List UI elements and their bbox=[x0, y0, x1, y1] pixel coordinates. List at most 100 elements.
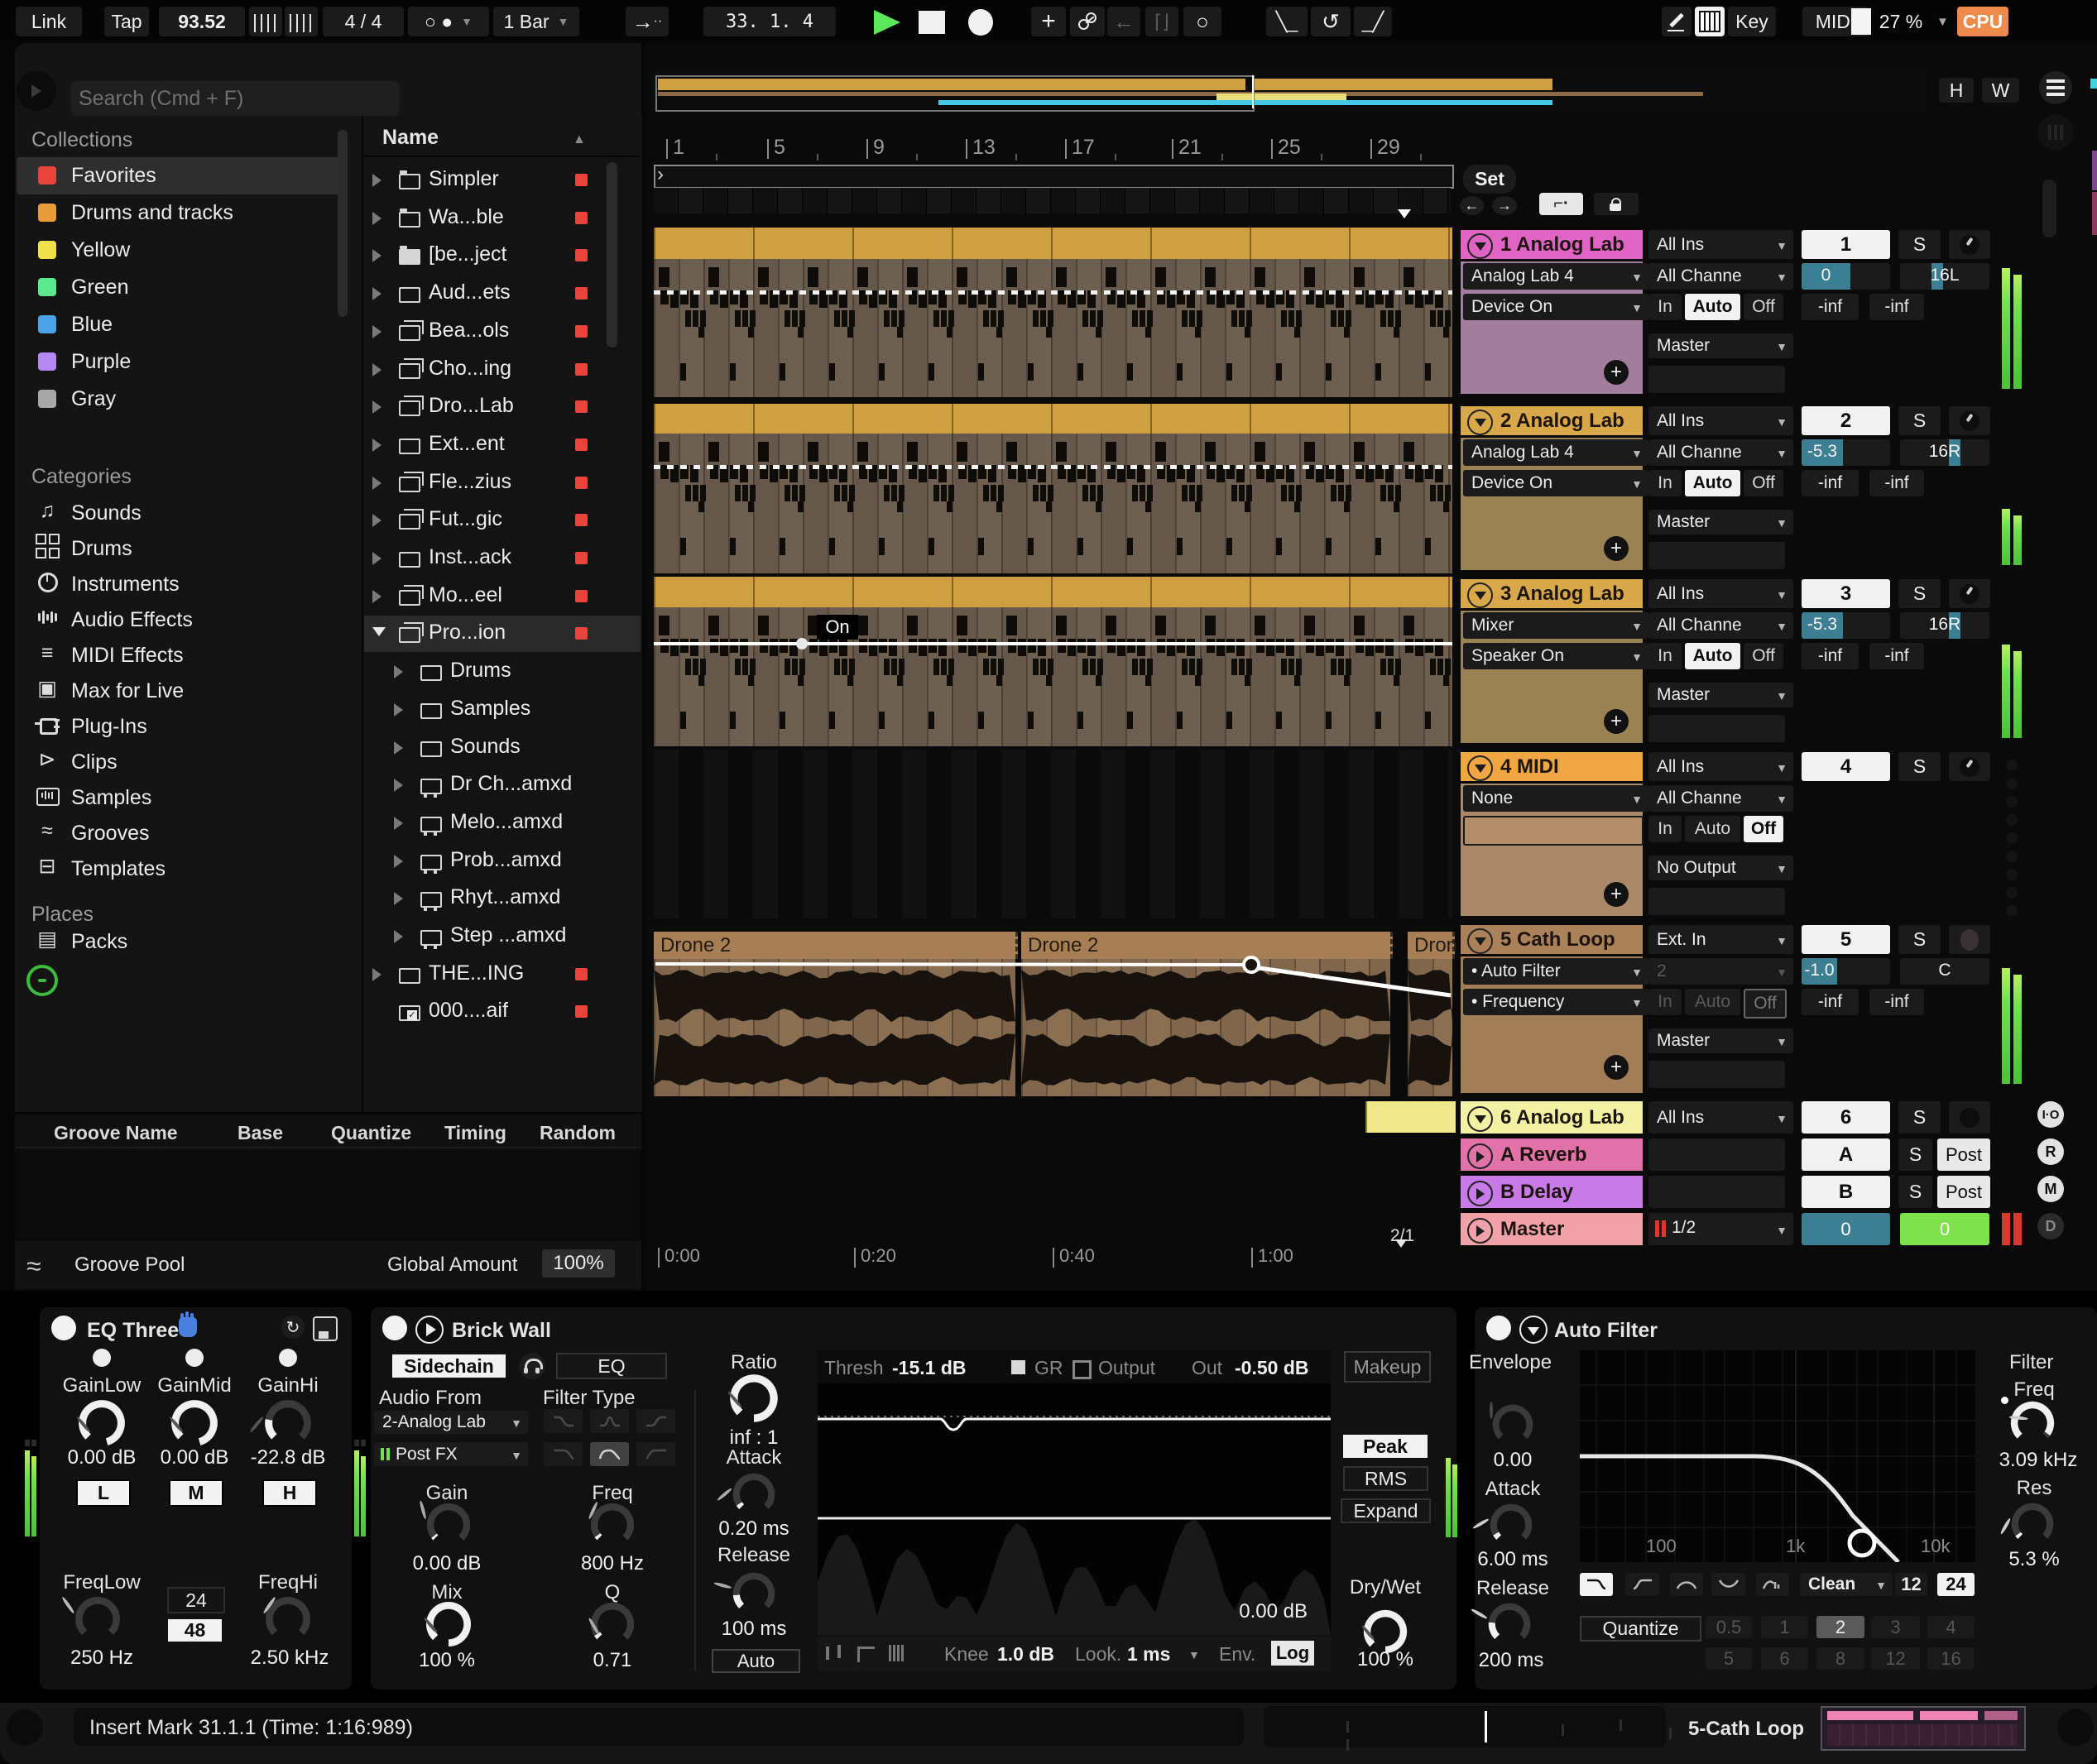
dry-wet-knob[interactable] bbox=[1360, 1607, 1410, 1656]
res-knob[interactable] bbox=[1999, 1500, 2056, 1548]
add-device-button[interactable]: + bbox=[1604, 360, 1629, 385]
brick-wall-activator[interactable] bbox=[382, 1316, 407, 1340]
track-activator[interactable]: 4 bbox=[1802, 752, 1890, 781]
thresh-value[interactable]: -15.1 dB bbox=[892, 1357, 967, 1378]
freq-hi-knob[interactable] bbox=[262, 1594, 314, 1645]
monitor-in-button[interactable]: In bbox=[1648, 643, 1682, 669]
tree-item--be-ject[interactable]: [be...ject bbox=[364, 237, 641, 274]
filter-type-3-icon[interactable] bbox=[544, 1442, 583, 1466]
volume-field[interactable]: -5.3 bbox=[1802, 439, 1890, 466]
meter-peak-right[interactable]: -inf bbox=[1869, 643, 1924, 669]
activity-view-icon[interactable] bbox=[826, 1647, 829, 1660]
fade-in-button[interactable]: _╱ bbox=[1354, 7, 1392, 36]
volume-field[interactable]: 0 bbox=[1802, 263, 1890, 290]
nudge-up-button[interactable]: |||| bbox=[285, 7, 318, 36]
cpu-overload-indicator[interactable]: CPU bbox=[1957, 7, 2008, 36]
env-log-toggle[interactable]: Log bbox=[1271, 1641, 1314, 1666]
arm-button[interactable] bbox=[1949, 579, 1990, 608]
track-fold-button[interactable] bbox=[1467, 410, 1493, 435]
track-activator[interactable]: 1 bbox=[1802, 230, 1890, 259]
tree-item-dr-ch-amxd[interactable]: Dr Ch...amxd bbox=[364, 767, 641, 803]
gain-knob-l[interactable] bbox=[75, 1397, 128, 1450]
volume-field[interactable]: -1.0 bbox=[1802, 958, 1890, 985]
monitor-auto-button[interactable]: Auto bbox=[1685, 470, 1740, 496]
attack-value[interactable]: 6.00 ms bbox=[1477, 1548, 1548, 1570]
rms-mode-button[interactable]: RMS bbox=[1343, 1466, 1428, 1491]
meter-peak-left[interactable]: -inf bbox=[1802, 643, 1859, 669]
headphones-icon[interactable] bbox=[519, 1353, 545, 1379]
input-routing-menu[interactable]: Ext. In ▼ bbox=[1648, 925, 1793, 954]
collection-item-blue[interactable]: Blue bbox=[17, 306, 341, 343]
device-slot-2[interactable] bbox=[1463, 816, 1644, 846]
solo-button[interactable]: S bbox=[1898, 406, 1941, 435]
peak-mode-button[interactable]: Peak bbox=[1343, 1435, 1428, 1458]
monitor-off-button[interactable]: Off bbox=[1744, 643, 1783, 669]
monitor-off-button[interactable]: Off bbox=[1744, 470, 1783, 496]
audio-clip-body[interactable] bbox=[654, 959, 1015, 1096]
cue-volume-field[interactable]: 0 bbox=[1900, 1213, 1989, 1245]
tree-expand-arrow[interactable] bbox=[394, 854, 403, 868]
output-routing-menu[interactable]: Master ▼ bbox=[1648, 510, 1793, 534]
key-map-button[interactable]: Key bbox=[1728, 7, 1776, 36]
draw-selection-button[interactable]: ⌈⌋ bbox=[1145, 7, 1178, 36]
quantize-beat-8[interactable]: 8 bbox=[1816, 1647, 1864, 1670]
midi-clip-body[interactable] bbox=[654, 259, 1452, 397]
mix-knob[interactable] bbox=[423, 1599, 474, 1650]
status-mini-map[interactable] bbox=[1264, 1706, 1666, 1747]
ratio-knob[interactable] bbox=[727, 1371, 781, 1426]
band-gain-value[interactable]: -22.8 dB bbox=[250, 1446, 326, 1469]
tree-expand-arrow[interactable] bbox=[394, 702, 403, 717]
filter-shape-1-icon[interactable] bbox=[1625, 1573, 1659, 1596]
tree-expand-arrow[interactable] bbox=[372, 514, 381, 528]
tree-expand-arrow[interactable] bbox=[394, 816, 403, 830]
scrub-area[interactable]: › bbox=[654, 163, 1454, 189]
tree-item-inst-ack[interactable]: Inst...ack bbox=[364, 540, 641, 577]
tree-expand-arrow[interactable] bbox=[372, 967, 381, 981]
meter-peak-left[interactable]: -inf bbox=[1802, 470, 1859, 496]
tree-expand-arrow[interactable] bbox=[372, 324, 381, 338]
tree-collapse-arrow[interactable] bbox=[372, 627, 386, 637]
mix-value[interactable]: 100 % bbox=[418, 1649, 476, 1671]
freq-low-knob[interactable] bbox=[60, 1594, 123, 1645]
overview-viewport[interactable] bbox=[655, 75, 1255, 112]
auto-filter-activator[interactable] bbox=[1486, 1316, 1511, 1340]
solo-button[interactable]: S bbox=[1898, 925, 1941, 954]
send-slot[interactable] bbox=[1648, 542, 1785, 569]
track-fold-button[interactable] bbox=[1467, 1106, 1493, 1132]
collection-item-purple[interactable]: Purple bbox=[17, 343, 341, 381]
automation-dashed-line[interactable] bbox=[654, 465, 1452, 469]
tree-item-bea-ols[interactable]: Bea...ols bbox=[364, 314, 641, 350]
solo-button[interactable]: S bbox=[1898, 1101, 1941, 1134]
collection-item-gray[interactable]: Gray bbox=[17, 381, 341, 418]
clip-header[interactable] bbox=[654, 404, 1452, 434]
band-gain-value[interactable]: 0.00 dB bbox=[67, 1446, 137, 1469]
tree-expand-arrow[interactable] bbox=[372, 552, 381, 565]
loop-button[interactable]: ↺ bbox=[1311, 7, 1351, 36]
lfo-quantize-toggle[interactable]: Quantize bbox=[1580, 1616, 1701, 1642]
device-slot-2[interactable]: Device On ▼ bbox=[1463, 294, 1648, 320]
search-input[interactable]: Search (Cmd + F) bbox=[70, 81, 400, 116]
meter-peak-left[interactable]: -inf bbox=[1802, 989, 1859, 1015]
quantize-beat-0.5[interactable]: 0.5 bbox=[1706, 1616, 1752, 1638]
slope-24-button[interactable]: 24 bbox=[1937, 1573, 1975, 1596]
send-slot[interactable] bbox=[1648, 715, 1785, 742]
master-volume-field[interactable]: 0 bbox=[1802, 1213, 1890, 1245]
session-record-button[interactable]: ○ bbox=[1183, 7, 1221, 36]
device-slot-1[interactable]: None ▼ bbox=[1463, 785, 1648, 812]
quantize-beat-6[interactable]: 6 bbox=[1761, 1647, 1808, 1670]
re-enable-automation-button[interactable]: ← bbox=[1107, 7, 1140, 36]
band-kill-button-h[interactable]: H bbox=[262, 1479, 317, 1507]
tree-item-dro-lab[interactable]: Dro...Lab bbox=[364, 389, 641, 425]
collections-scrollbar[interactable] bbox=[338, 130, 348, 317]
tree-expand-arrow[interactable] bbox=[372, 287, 381, 301]
hamburger-menu-button[interactable] bbox=[2039, 71, 2072, 104]
tree-item-fut-gic[interactable]: Fut...gic bbox=[364, 502, 641, 539]
audio-clip-body[interactable] bbox=[1021, 959, 1390, 1096]
out-value[interactable]: -0.50 dB bbox=[1235, 1357, 1309, 1378]
pan-field[interactable]: C bbox=[1900, 958, 1989, 985]
gain-knob-m[interactable] bbox=[168, 1397, 221, 1450]
sidebar-item-sounds[interactable]: ♫ Sounds bbox=[17, 496, 341, 532]
q-value[interactable]: 0.71 bbox=[593, 1649, 632, 1671]
tree-item-rhyt-amxd[interactable]: Rhyt...amxd bbox=[364, 880, 641, 917]
track-fold-button[interactable] bbox=[1467, 1181, 1493, 1206]
